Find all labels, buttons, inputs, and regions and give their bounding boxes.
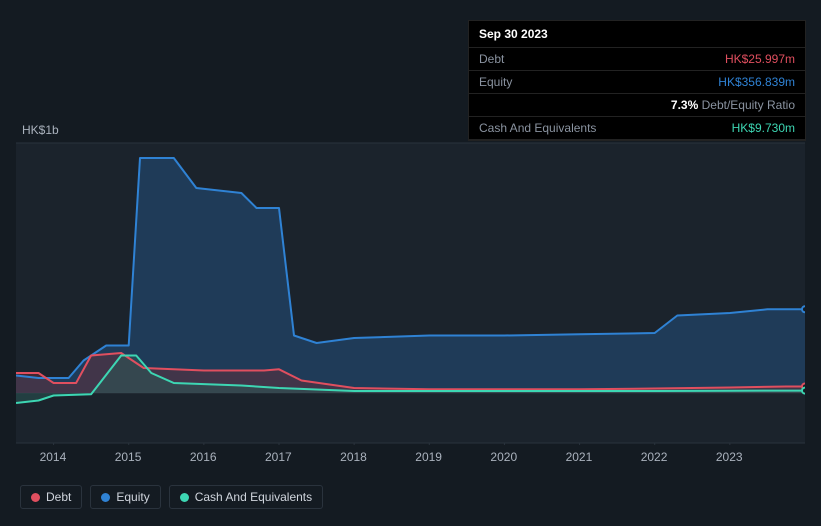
legend-label: Equity — [116, 490, 149, 504]
x-axis-tick: 2017 — [265, 450, 292, 464]
legend-item-debt[interactable]: Debt — [20, 485, 82, 509]
tooltip-value: HK$356.839m — [718, 75, 795, 89]
tooltip-label: Equity — [479, 75, 512, 89]
dot-icon — [31, 493, 40, 502]
chart-tooltip: Sep 30 2023 Debt HK$25.997m Equity HK$35… — [468, 20, 806, 141]
x-axis-tick: 2014 — [40, 450, 67, 464]
tooltip-label: Cash And Equivalents — [479, 121, 596, 135]
legend-label: Cash And Equivalents — [195, 490, 312, 504]
dot-icon — [180, 493, 189, 502]
tooltip-label: Debt — [479, 52, 504, 66]
tooltip-row-debt: Debt HK$25.997m — [469, 48, 805, 71]
tooltip-value: HK$25.997m — [725, 52, 795, 66]
x-axis-tick: 2018 — [340, 450, 367, 464]
x-axis-tick: 2019 — [415, 450, 442, 464]
x-axis-tick: 2021 — [566, 450, 593, 464]
x-axis-tick: 2023 — [716, 450, 743, 464]
chart-svg — [16, 125, 805, 445]
legend: Debt Equity Cash And Equivalents — [20, 485, 323, 509]
tooltip-date: Sep 30 2023 — [469, 21, 805, 48]
x-axis-tick: 2015 — [115, 450, 142, 464]
tooltip-row-ratio: 7.3% Debt/Equity Ratio — [469, 94, 805, 117]
x-axis-tick: 2016 — [190, 450, 217, 464]
tooltip-row-cash: Cash And Equivalents HK$9.730m — [469, 117, 805, 140]
tooltip-value: HK$9.730m — [732, 121, 795, 135]
x-axis-tick: 2022 — [641, 450, 668, 464]
legend-item-cash[interactable]: Cash And Equivalents — [169, 485, 323, 509]
chart[interactable] — [16, 125, 805, 445]
x-axis-tick: 2020 — [490, 450, 517, 464]
legend-label: Debt — [46, 490, 71, 504]
legend-item-equity[interactable]: Equity — [90, 485, 160, 509]
dot-icon — [101, 493, 110, 502]
tooltip-value: 7.3% Debt/Equity Ratio — [671, 98, 795, 112]
tooltip-row-equity: Equity HK$356.839m — [469, 71, 805, 94]
